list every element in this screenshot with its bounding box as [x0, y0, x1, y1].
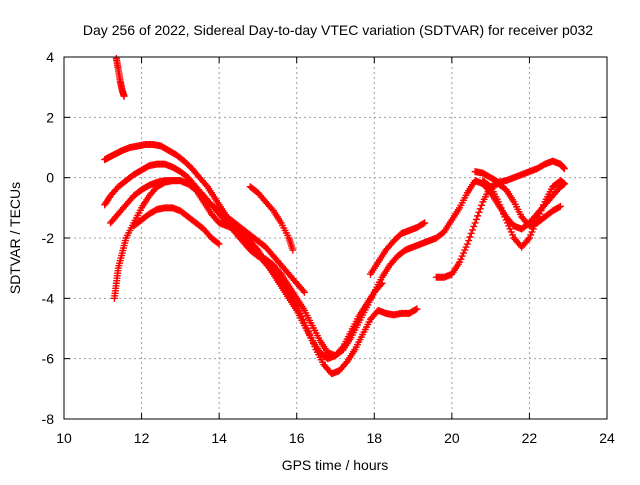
y-tick-label: 0: [46, 170, 54, 186]
data-point: [421, 219, 429, 227]
data-point: [413, 305, 421, 313]
data-point: [474, 212, 482, 220]
data-point: [472, 215, 480, 223]
data-point: [475, 208, 483, 216]
data-point: [299, 287, 307, 295]
x-tick-label: 20: [444, 430, 460, 446]
x-tick-label: 12: [134, 430, 150, 446]
data-point: [560, 180, 568, 188]
data-point: [485, 182, 493, 190]
y-tick-label: -6: [42, 351, 55, 367]
data-point: [463, 240, 471, 248]
data-point: [465, 237, 473, 245]
data-point: [556, 202, 564, 210]
data-point: [471, 219, 479, 227]
y-tick-label: -8: [42, 411, 55, 427]
data-point: [524, 236, 532, 244]
data-point: [560, 165, 568, 173]
x-tick-label: 14: [211, 430, 227, 446]
series-track-a: [112, 55, 128, 100]
series-track-i: [432, 180, 564, 281]
data-point: [202, 181, 210, 189]
x-tick-label: 18: [366, 430, 382, 446]
data-point: [419, 220, 427, 228]
x-axis-label: GPS time / hours: [282, 457, 389, 473]
y-tick-label: -2: [42, 230, 55, 246]
data-point: [300, 288, 308, 296]
data-point: [268, 205, 276, 213]
series-track-b: [110, 177, 386, 363]
data-point: [289, 246, 297, 254]
series-track-j: [471, 157, 568, 186]
data-point: [469, 226, 477, 234]
series-track-h: [366, 219, 429, 278]
x-tick-label: 16: [289, 430, 305, 446]
grid: [64, 57, 607, 419]
series-track-f: [130, 204, 223, 248]
data-point: [476, 205, 484, 213]
x-tick-label: 10: [56, 430, 72, 446]
data-point: [276, 269, 284, 277]
chart-title: Day 256 of 2022, Sidereal Day-to-day VTE…: [83, 22, 593, 38]
data-point: [342, 359, 350, 367]
data-point: [466, 233, 474, 241]
series-track-d: [101, 160, 568, 360]
y-axis-label: SDTVAR / TECUs: [7, 182, 23, 294]
data-point: [412, 306, 420, 314]
data-point: [467, 229, 475, 237]
data-point: [215, 240, 223, 248]
data-marks: [101, 55, 568, 378]
x-tick-label: 22: [522, 430, 538, 446]
series-track-k: [479, 177, 568, 251]
data-point: [478, 201, 486, 209]
x-tick-label: 24: [599, 430, 615, 446]
data-point: [120, 92, 128, 100]
data-point: [470, 222, 478, 230]
series-track-c: [101, 140, 421, 378]
series-track-e: [107, 177, 308, 296]
series-track-g: [246, 183, 297, 254]
y-tick-label: 4: [46, 49, 54, 65]
data-point: [214, 239, 222, 247]
data-point: [555, 203, 563, 211]
y-tick-label: -4: [42, 290, 55, 306]
plot-frame: [63, 56, 608, 420]
y-tick-label: 2: [46, 109, 54, 125]
